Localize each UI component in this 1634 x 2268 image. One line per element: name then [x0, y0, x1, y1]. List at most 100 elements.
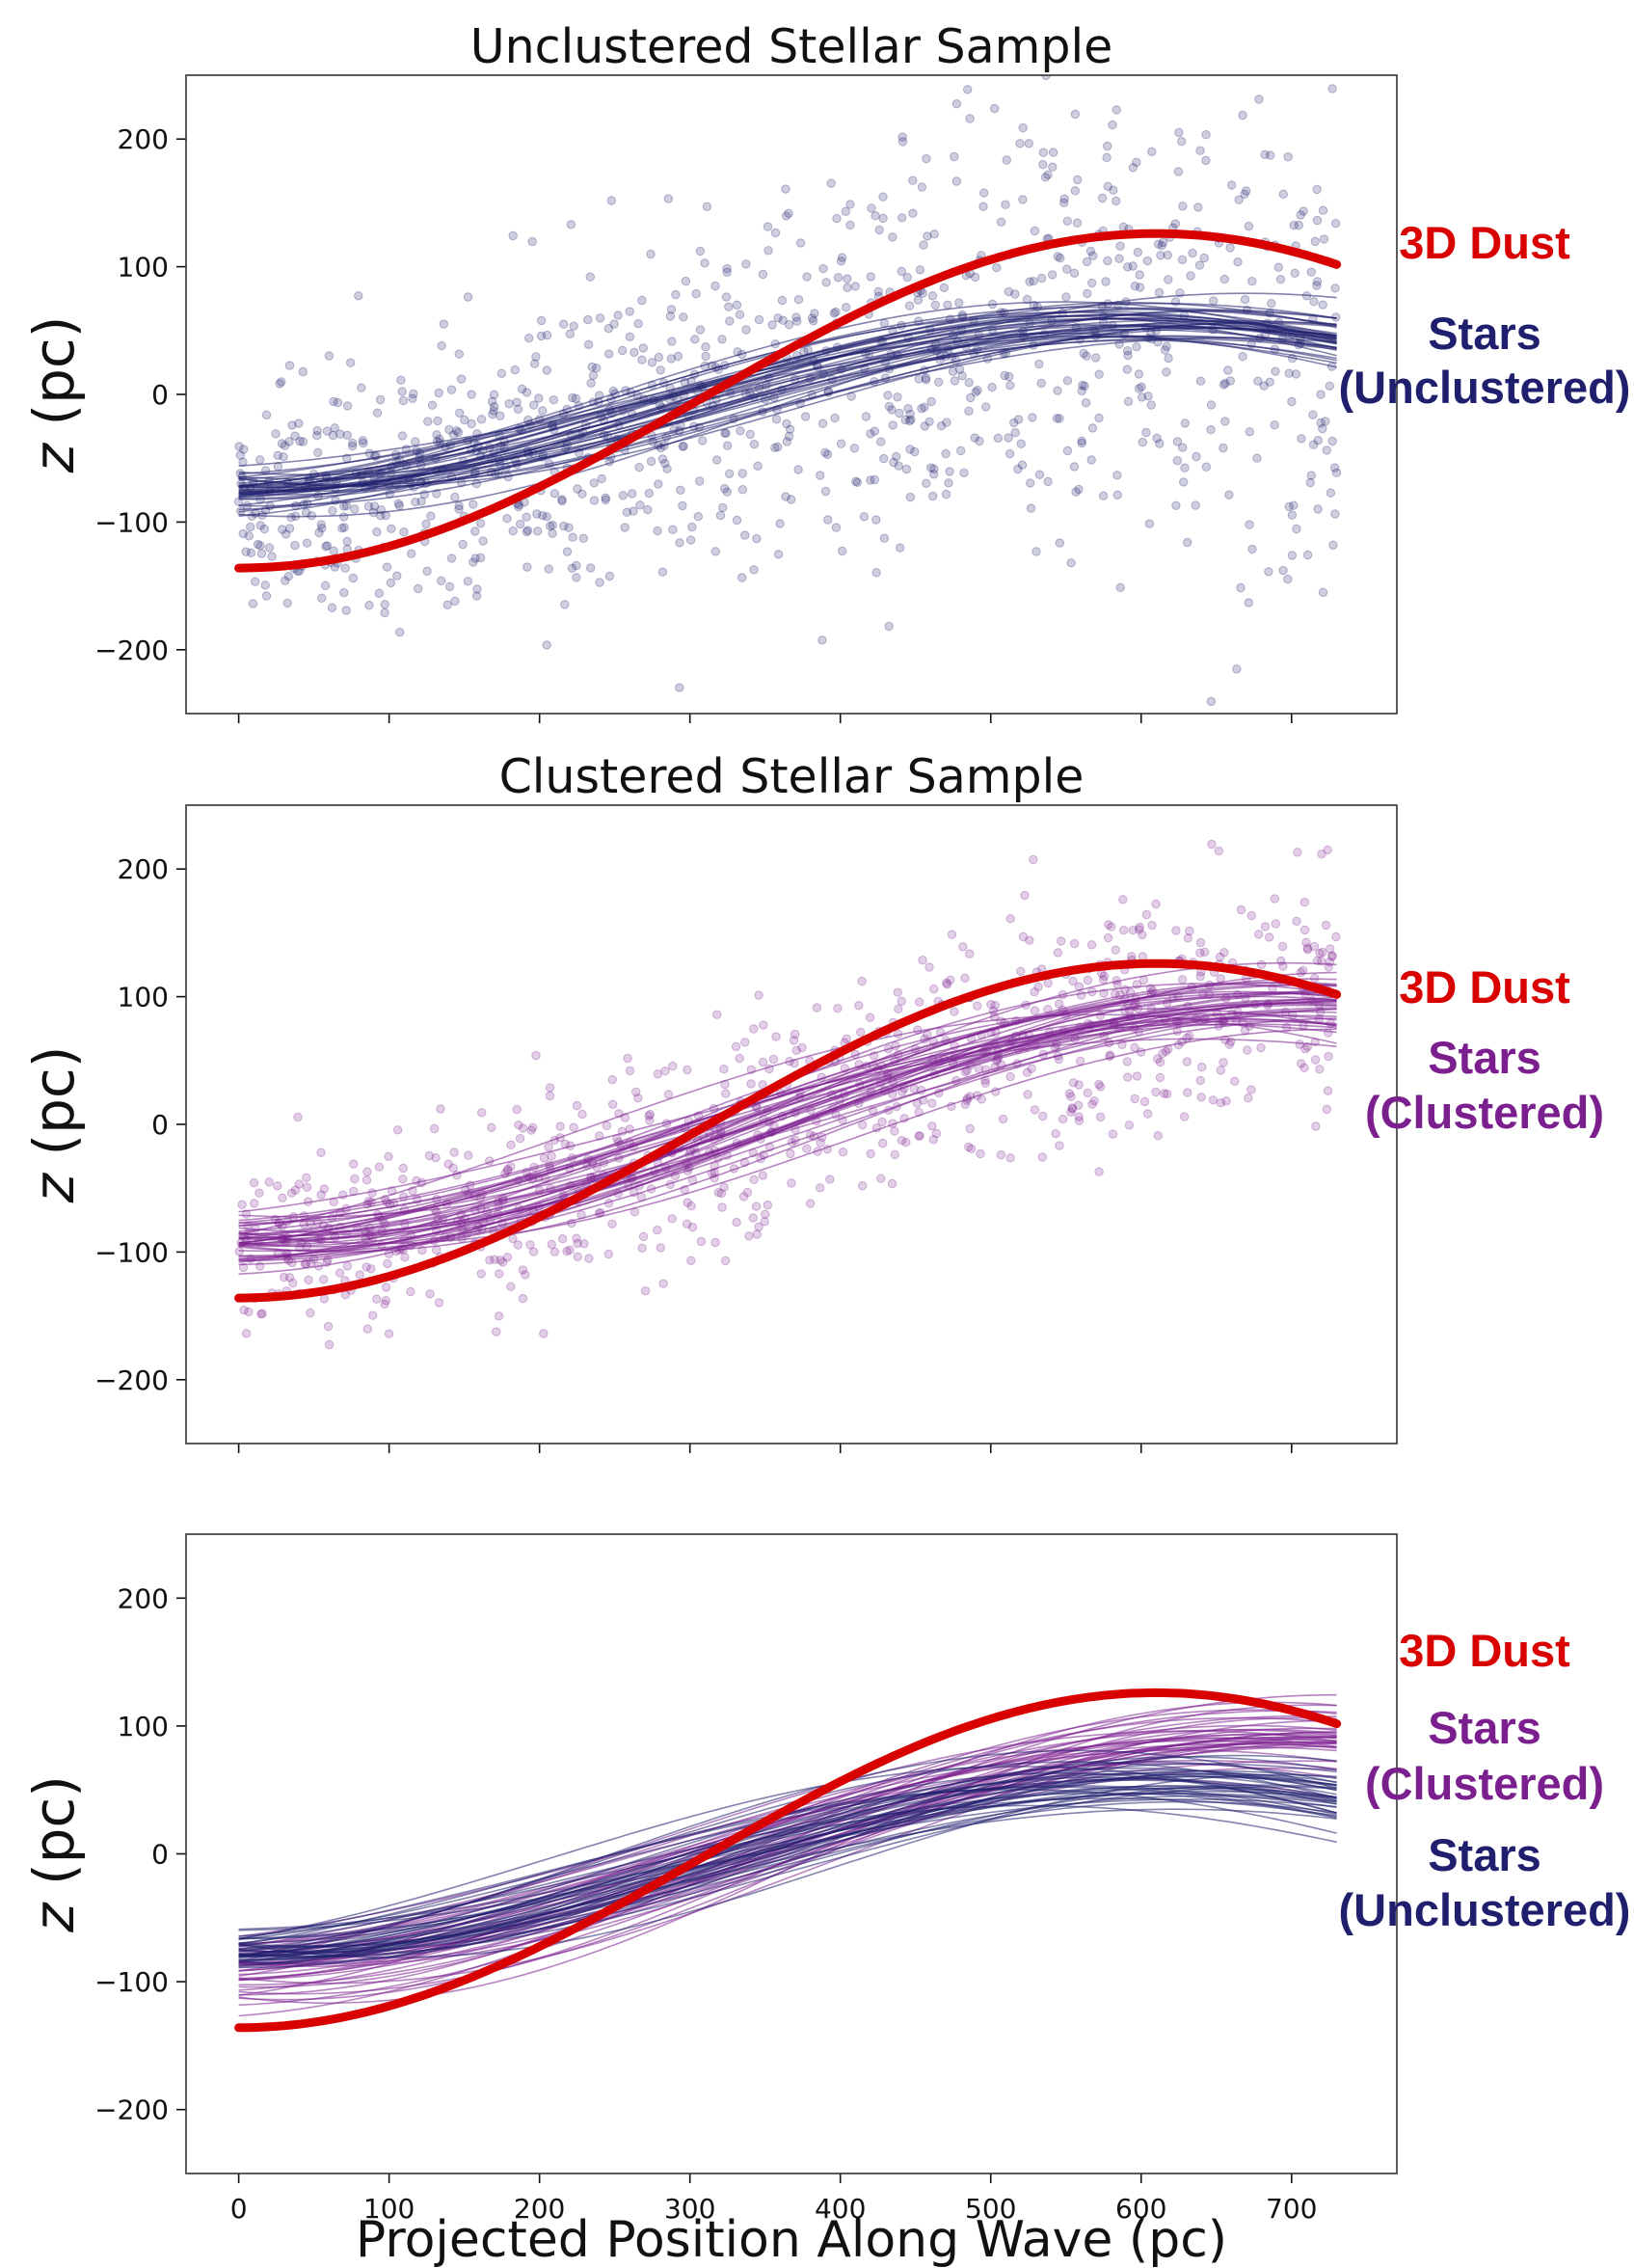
sample-curve-unclustered	[238, 336, 1337, 467]
y-tick-label: −100	[94, 506, 169, 538]
star-point	[1074, 1100, 1084, 1111]
star-point	[617, 345, 628, 356]
star-point	[973, 386, 982, 395]
star-point	[678, 500, 687, 511]
star-point	[1142, 1109, 1153, 1119]
star-point	[749, 1174, 759, 1185]
star-point	[782, 418, 791, 429]
star-point	[1318, 300, 1327, 310]
star-point	[903, 404, 913, 414]
star-point	[1216, 1098, 1226, 1108]
star-point	[1010, 428, 1020, 438]
star-point	[1051, 1129, 1060, 1139]
star-point	[1132, 157, 1141, 168]
sample-curve-clustered	[238, 1012, 1337, 1239]
sample-curve-unclustered	[238, 322, 1337, 489]
star-point	[1244, 1094, 1253, 1103]
star-point	[924, 417, 934, 426]
star-point	[327, 603, 337, 612]
star-point	[867, 203, 876, 213]
star-point	[288, 1278, 298, 1288]
star-point	[364, 601, 374, 610]
star-point	[1122, 1057, 1133, 1066]
star-point	[836, 256, 846, 266]
star-point	[633, 319, 643, 329]
star-point	[298, 437, 308, 446]
star-point	[526, 1125, 536, 1135]
star-point	[560, 600, 570, 609]
star-point	[879, 533, 890, 543]
star-point	[450, 596, 460, 607]
y-tick-label: 100	[118, 982, 169, 1013]
star-point	[372, 1294, 382, 1304]
panel-3: −200 −100 0 100 200 0 100 200 300 400 500 600 700 z (…	[21, 1533, 1630, 2225]
star-point	[634, 462, 644, 472]
star-point	[871, 515, 881, 525]
star-point	[1077, 386, 1086, 395]
star-point	[942, 980, 952, 989]
star-point	[768, 1054, 779, 1065]
star-point	[339, 501, 349, 511]
star-point	[286, 1188, 297, 1198]
star-point	[758, 269, 768, 280]
star-point	[787, 495, 796, 504]
star-point	[1130, 282, 1140, 291]
star-point	[851, 476, 861, 486]
star-point	[513, 1240, 522, 1250]
star-point	[884, 401, 895, 412]
star-point	[748, 1213, 758, 1223]
star-point	[244, 531, 254, 541]
star-point	[922, 153, 931, 164]
star-point	[246, 548, 256, 557]
y-tick-label: −200	[94, 1364, 169, 1396]
star-point	[746, 1079, 756, 1089]
star-point	[432, 430, 442, 440]
star-point	[1321, 920, 1331, 931]
star-point	[384, 1329, 394, 1338]
star-point	[398, 1174, 408, 1184]
star-point	[693, 512, 703, 522]
star-point	[1310, 236, 1321, 247]
star-point	[281, 529, 291, 539]
star-point	[878, 1138, 888, 1148]
star-point	[342, 401, 353, 411]
star-point	[1137, 382, 1146, 392]
star-point	[843, 283, 852, 292]
star-point	[1327, 951, 1337, 960]
star-point	[489, 406, 498, 416]
star-point	[1299, 925, 1310, 935]
star-point	[1066, 1107, 1076, 1118]
star-point	[1236, 796, 1244, 803]
star-point	[775, 519, 785, 528]
star-point	[965, 114, 975, 123]
star-point	[767, 320, 777, 330]
star-point	[1005, 448, 1015, 459]
star-point	[722, 487, 732, 497]
star-point	[398, 1163, 408, 1174]
star-point	[1195, 971, 1205, 982]
star-point	[1155, 1057, 1165, 1067]
star-point	[960, 1099, 971, 1110]
star-point	[854, 1001, 864, 1011]
star-point	[858, 1180, 868, 1191]
star-point	[950, 151, 959, 162]
star-point	[662, 464, 672, 473]
sample-curve-clustered	[238, 1017, 1337, 1246]
star-point	[411, 437, 420, 446]
star-point	[810, 309, 819, 318]
star-point	[929, 470, 939, 479]
star-point	[321, 580, 331, 590]
star-point	[1078, 380, 1087, 391]
x-tick-label: 700	[1266, 2193, 1317, 2225]
star-point	[568, 532, 577, 542]
star-point	[1196, 1093, 1206, 1102]
star-point	[384, 1151, 393, 1162]
plot-area	[234, 1688, 1342, 2033]
star-point	[1028, 413, 1037, 422]
star-point	[506, 1140, 516, 1150]
star-point	[281, 576, 290, 585]
star-point	[1177, 975, 1188, 985]
star-point	[577, 489, 587, 499]
star-point	[745, 429, 755, 440]
star-point	[467, 390, 476, 399]
